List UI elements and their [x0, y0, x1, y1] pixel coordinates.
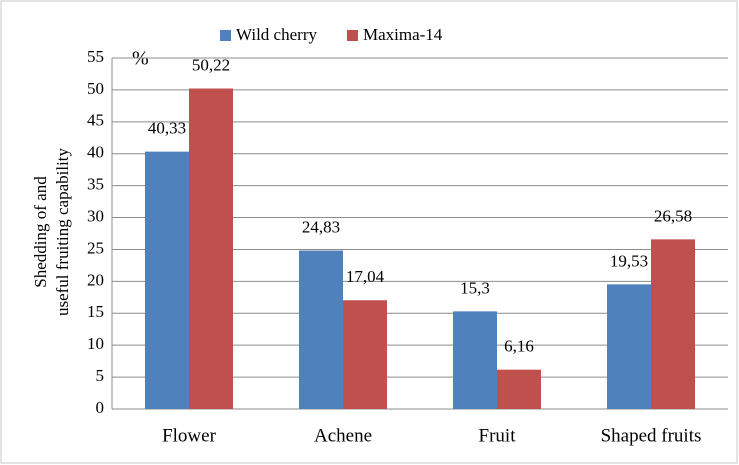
bar — [145, 151, 189, 409]
data-label: 17,04 — [346, 267, 385, 286]
x-tick-label: Flower — [162, 425, 217, 446]
y-axis-title: useful fruiting capability — [53, 147, 72, 316]
y-tick-label: 5 — [96, 366, 105, 385]
x-tick-label: Achene — [314, 425, 372, 446]
bar — [299, 250, 343, 409]
y-tick-label: 25 — [87, 238, 104, 257]
bar — [453, 311, 497, 409]
y-tick-label: 30 — [87, 206, 104, 225]
y-tick-label: 45 — [87, 111, 104, 130]
bar — [343, 300, 387, 409]
y-tick-label: 20 — [87, 270, 104, 289]
data-label: 24,83 — [302, 217, 340, 236]
bar — [651, 239, 695, 409]
y-tick-label: 10 — [87, 334, 104, 353]
bar — [607, 284, 651, 409]
data-label: 19,53 — [610, 251, 648, 270]
y-tick-label: 15 — [87, 302, 104, 321]
bar — [497, 369, 541, 409]
data-label: 15,3 — [460, 278, 490, 297]
data-label: 26,58 — [654, 206, 692, 225]
y-axis-title: Shedding of and — [31, 176, 50, 288]
y-tick-label: 50 — [87, 79, 104, 98]
unit-annotation: % — [132, 48, 149, 70]
data-label: 50,22 — [192, 55, 230, 74]
y-tick-label: 40 — [87, 143, 104, 162]
y-tick-label: 0 — [96, 398, 105, 417]
x-tick-label: Fruit — [479, 425, 517, 446]
x-tick-label: Shaped fruits — [601, 425, 702, 446]
legend-swatch — [346, 30, 358, 41]
y-tick-label: 35 — [87, 175, 104, 194]
data-label: 6,16 — [504, 337, 534, 356]
bar — [189, 88, 233, 409]
legend-label: Maxima-14 — [363, 25, 443, 44]
legend-swatch — [220, 30, 231, 41]
data-label: 40,33 — [148, 119, 186, 138]
y-tick-label: 55 — [87, 47, 104, 66]
legend-label: Wild cherry — [236, 25, 317, 44]
